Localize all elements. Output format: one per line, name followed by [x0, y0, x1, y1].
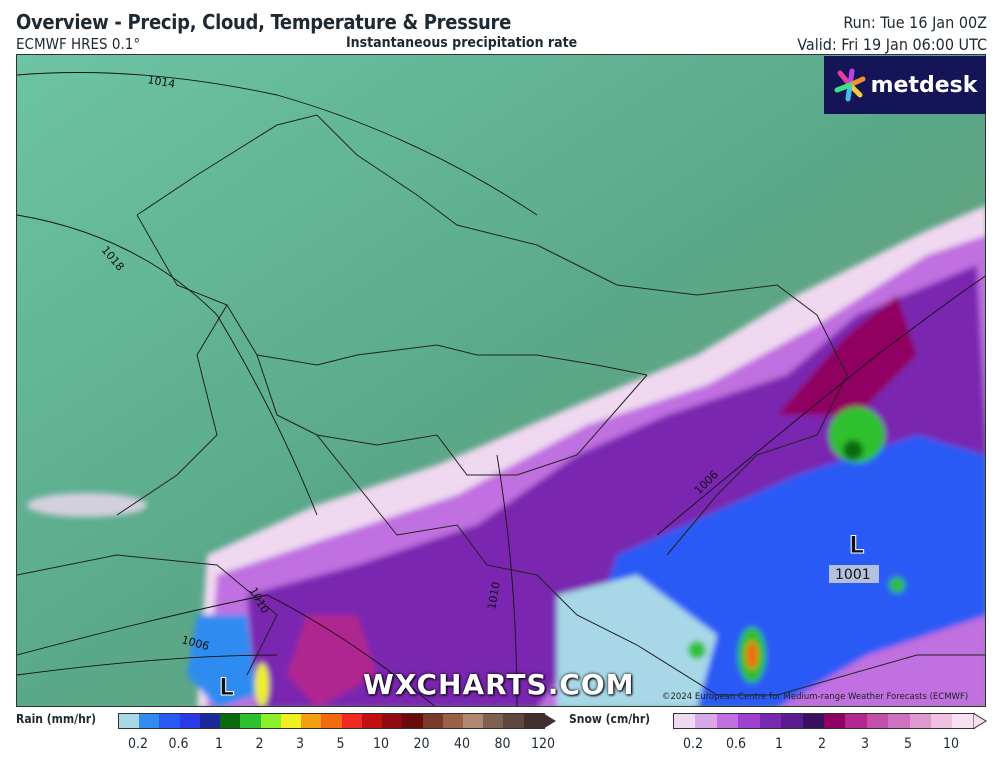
rain-colorbar-arrow [543, 713, 556, 729]
colorbar-swatch [301, 714, 322, 728]
snow-colorbar [673, 713, 975, 729]
colorbar-swatch [845, 714, 867, 728]
valid-time: Valid: Fri 19 Jan 06:00 UTC [797, 35, 987, 54]
metdesk-logo: metdesk [824, 56, 986, 114]
logo-text: metdesk [870, 72, 978, 98]
colorbar-swatch [321, 714, 342, 728]
legend-tick: 2 [817, 736, 827, 752]
copyright: ©2024 European Centre for Medium-range W… [662, 692, 969, 702]
legend-tick: 40 [453, 736, 471, 752]
colorbar-swatch [382, 714, 403, 728]
legend-tick: 120 [530, 736, 556, 752]
colorbar-swatch [952, 714, 974, 728]
legend-tick: 80 [494, 736, 511, 752]
colorbar-swatch [716, 714, 739, 728]
colorbar-swatch [866, 714, 889, 728]
legend-tick: 10 [942, 736, 960, 752]
colorbar-swatch [738, 714, 760, 728]
colorbar-swatch [909, 714, 932, 728]
colorbar-swatch [240, 714, 261, 728]
colorbar-swatch [341, 714, 362, 728]
legend-tick: 5 [336, 736, 345, 752]
watermark: WXCHARTS.COM [363, 668, 635, 701]
snow-legend-label: Snow (cm/hr) [569, 712, 651, 726]
weather-map[interactable]: 1014 1018 1006 1010 1010 1006 L 1001 L 1… [16, 54, 986, 707]
colorbar-swatch [199, 714, 221, 728]
isobars [17, 72, 985, 706]
rain-colorbar [118, 713, 545, 729]
colorbar-swatch [442, 714, 463, 728]
colorbar-swatch [220, 714, 241, 728]
rain-legend-label: Rain (mm/hr) [16, 712, 97, 726]
colorbar-swatch [179, 714, 200, 728]
colorbar-swatch [422, 714, 443, 728]
legend-tick: 10 [372, 736, 390, 752]
legend-tick: 20 [413, 736, 430, 752]
colorbar-swatch [523, 714, 544, 728]
snow-colorbar-arrow [973, 713, 987, 729]
legend-tick: 1 [774, 736, 784, 752]
model-name: ECMWF HRES 0.1° [16, 35, 141, 53]
colorbar-swatch [695, 714, 717, 728]
colorbar-swatch [462, 714, 484, 728]
isobar-label: 1010 [485, 581, 503, 611]
colorbar-swatch [888, 714, 910, 728]
colorbar-swatch [674, 714, 696, 728]
metdesk-asterisk-icon [834, 68, 866, 102]
colorbar-swatch [931, 714, 953, 728]
colorbar-swatch [823, 714, 846, 728]
legend-tick: 1 [214, 736, 224, 752]
colorbar-swatch [759, 714, 782, 728]
colorbar-swatch [802, 714, 824, 728]
low-pressure-symbol: L [849, 531, 864, 559]
legend-tick: 5 [903, 736, 913, 752]
precipitation-overlay [27, 205, 985, 706]
colorbar-swatch [361, 714, 383, 728]
pressure-centers: L 1001 L 1004 [219, 531, 879, 702]
chart-subtitle: Instantaneous precipitation rate [346, 35, 578, 51]
colorbar-swatch [159, 714, 180, 728]
colorbar-swatch [503, 714, 524, 728]
legend-tick: 3 [295, 736, 305, 752]
colorbar-swatch [402, 714, 423, 728]
legend-tick: 0.2 [682, 736, 704, 752]
run-time: Run: Tue 16 Jan 00Z [843, 13, 987, 32]
colorbar-swatch [483, 714, 504, 728]
low-pressure-symbol: L [219, 673, 234, 701]
colorbar-swatch [139, 714, 160, 728]
borders [17, 114, 985, 696]
isobar-label: 1014 [146, 73, 176, 91]
low-pressure-value: 1001 [835, 567, 871, 583]
colorbar-swatch [781, 714, 803, 728]
legend-tick: 0.6 [725, 736, 747, 752]
legend-tick: 3 [860, 736, 870, 752]
legend-tick: 0.6 [168, 736, 189, 752]
colorbar-swatch [280, 714, 302, 728]
page-title: Overview - Precip, Cloud, Temperature & … [16, 10, 511, 34]
colorbar-swatch [119, 714, 140, 728]
colorbar-swatch [260, 714, 281, 728]
legend-tick: 0.2 [127, 736, 149, 752]
legend-tick: 2 [255, 736, 264, 752]
